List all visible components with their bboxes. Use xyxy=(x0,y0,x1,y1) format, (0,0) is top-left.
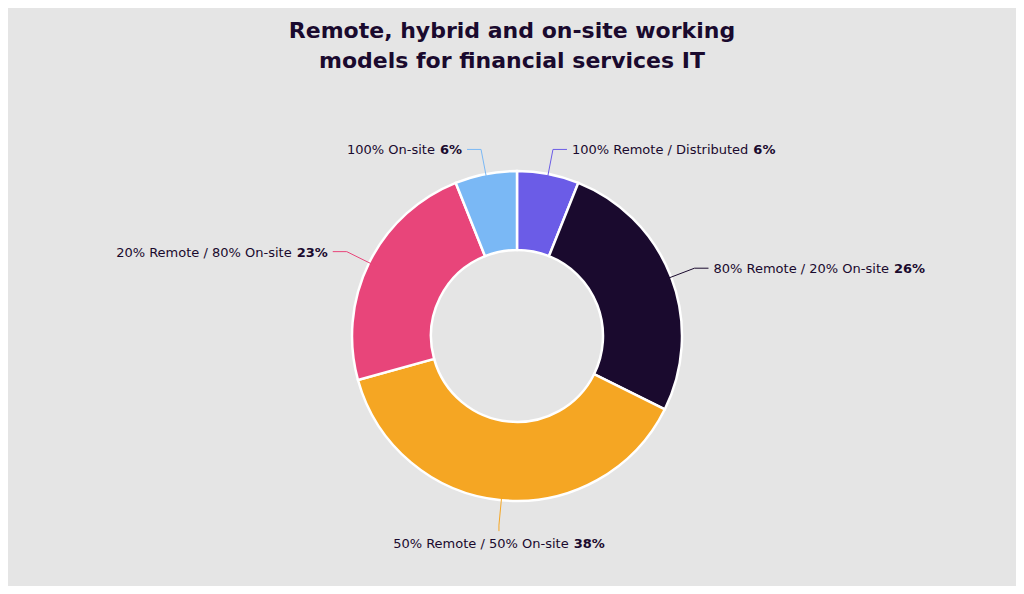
svg-text:20% Remote / 80% On-site23%: 20% Remote / 80% On-site23% xyxy=(116,244,328,259)
svg-text:100% Remote / Distributed6%: 100% Remote / Distributed6% xyxy=(572,142,775,157)
svg-text:100% On-site6%: 100% On-site6% xyxy=(347,142,462,157)
html-text:Remote, hybrid and on-site wor: Remote, hybrid and on-site working model… xyxy=(288,18,736,73)
svg-text:80% Remote / 20% On-site26%: 80% Remote / 20% On-site26% xyxy=(713,261,925,276)
svg-text:50% Remote / 50% On-site38%: 50% Remote / 50% On-site38% xyxy=(393,536,605,551)
